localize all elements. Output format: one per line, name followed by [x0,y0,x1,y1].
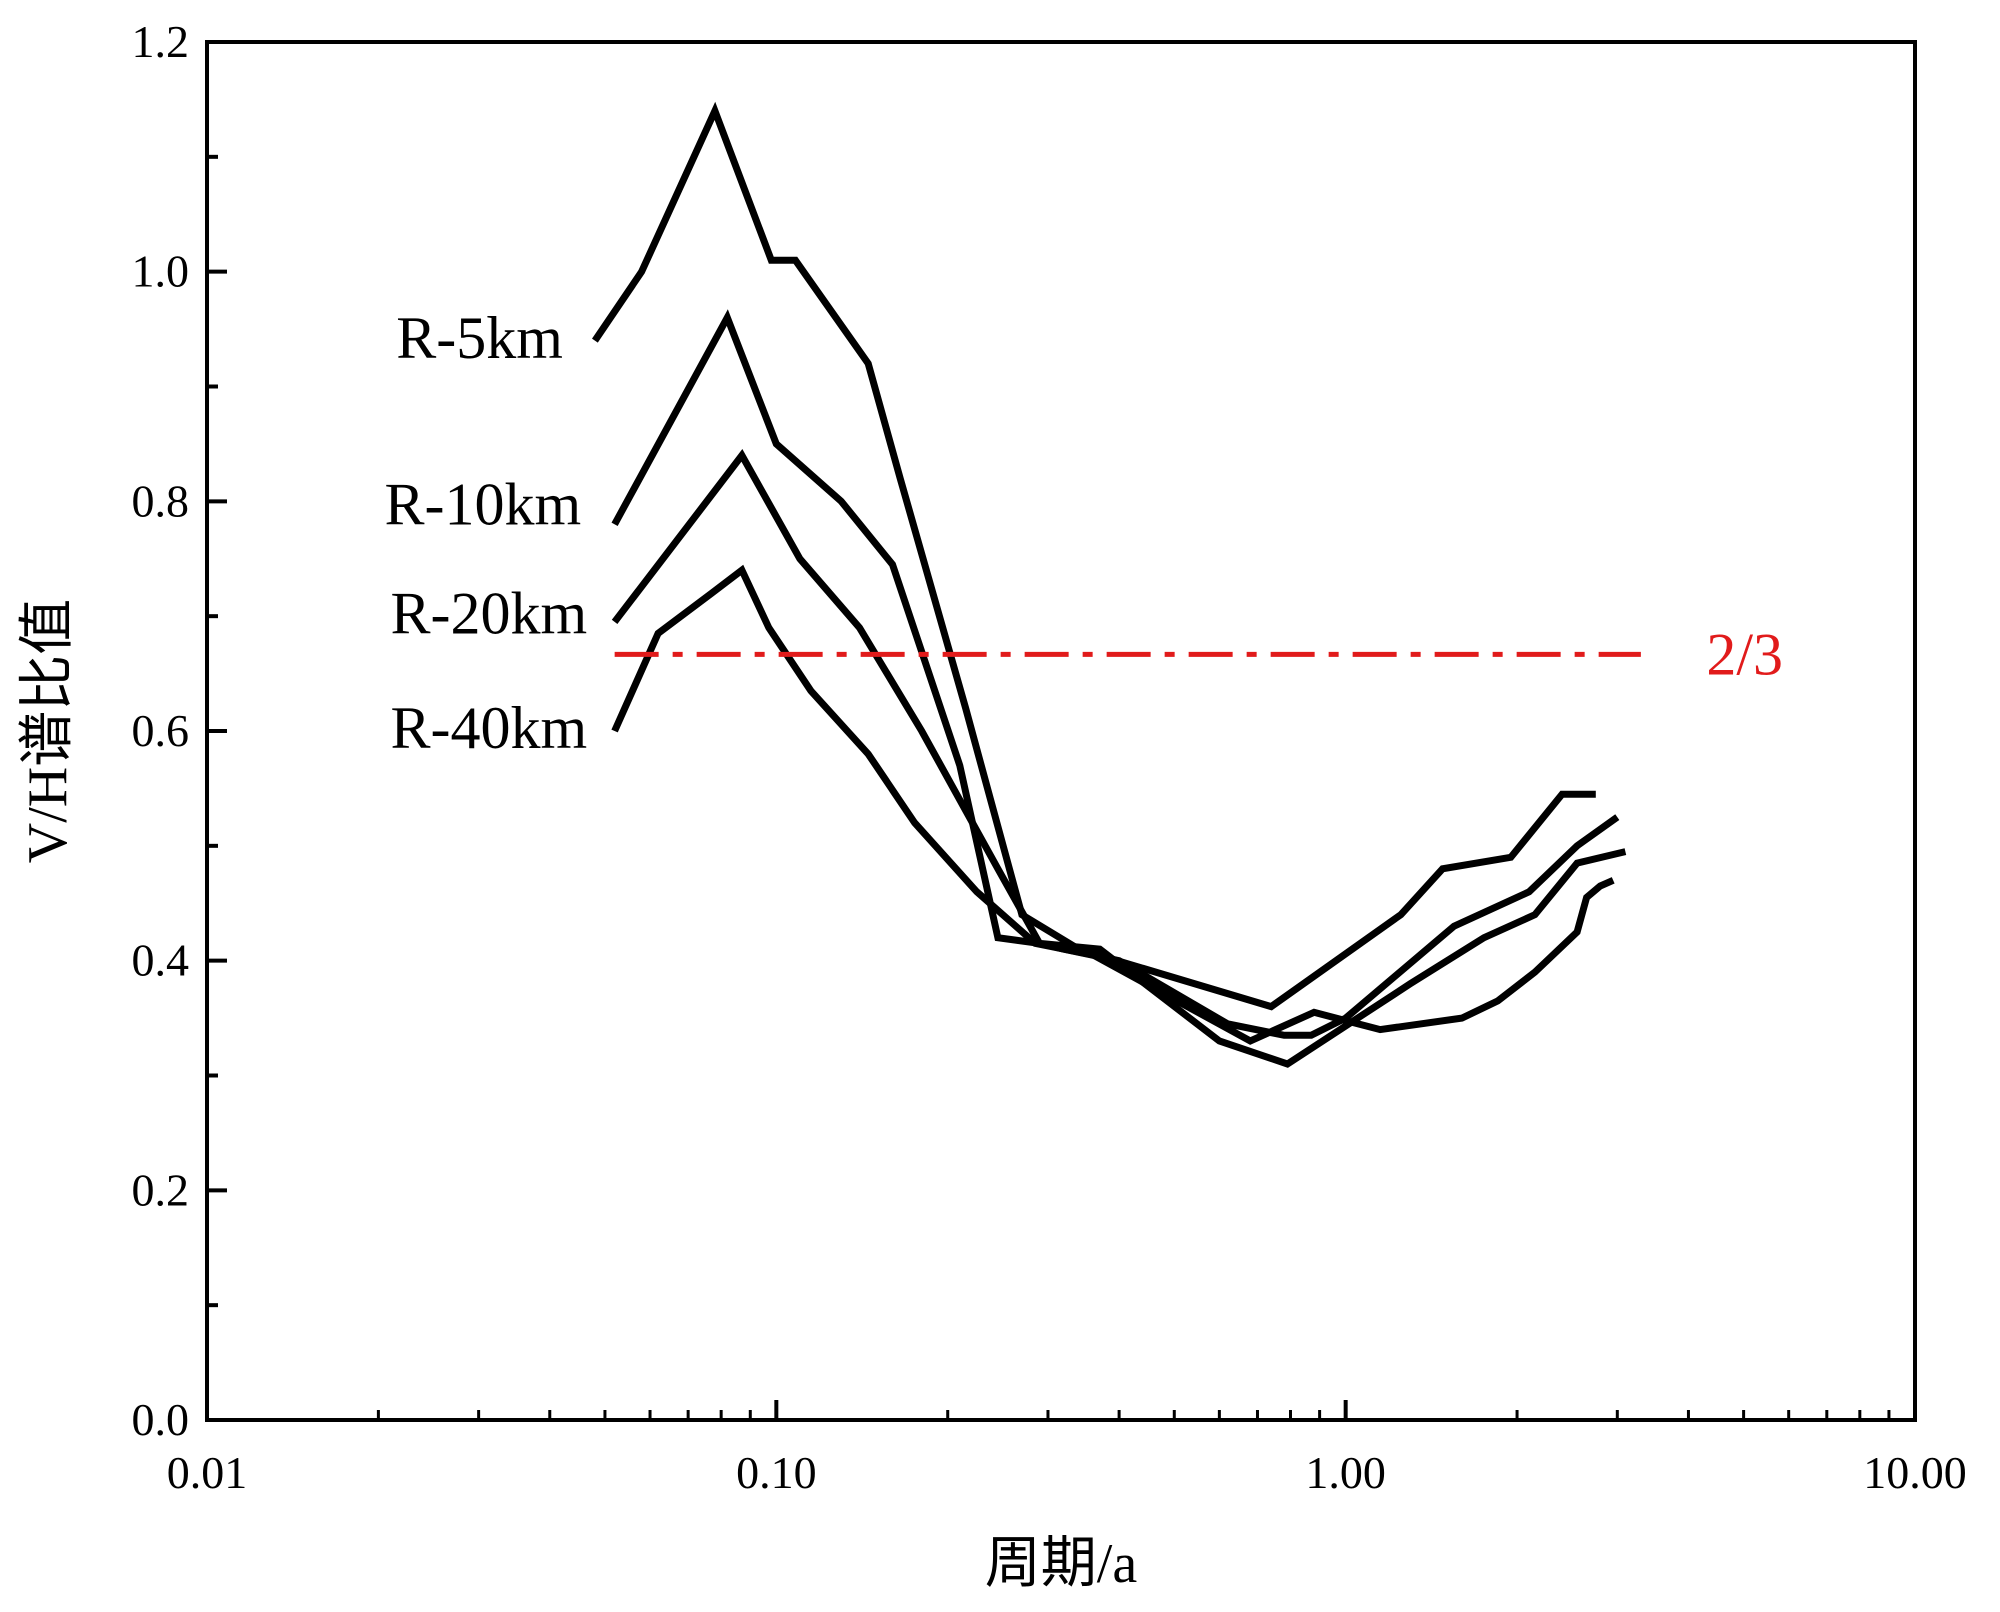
x-tick-label: 0.01 [167,1447,248,1498]
series-line-r-10km [611,309,1620,1039]
x-tick-label: 0.10 [736,1447,817,1498]
x-tick-labels: 0.01 0.10 1.00 10.00 [167,1447,1967,1498]
y-tick-label: 0.2 [132,1164,190,1215]
x-tick-label: 1.00 [1305,1447,1386,1498]
axis-ticks [205,40,1917,1422]
series-label-r-40km: R-40km [390,695,587,761]
series-line-r-5km [592,101,1596,1011]
x-tick-label: 10.00 [1863,1447,1967,1498]
series-lines [592,101,1627,1068]
y-tick-labels: 0.0 0.2 0.4 0.6 0.8 1.0 1.2 [132,16,190,1445]
series-label-r-5km: R-5km [396,305,563,371]
series-labels: R-5km R-10km R-20km R-40km [384,305,587,761]
reference-line-label: 2/3 [1706,621,1783,687]
y-axis-title: V/H谱比值 [17,599,79,863]
x-axis-title: 周期/a [985,1533,1138,1595]
series-label-r-20km: R-20km [390,580,587,646]
series-label-r-10km: R-10km [384,471,581,537]
y-tick-label: 1.2 [132,16,190,67]
y-tick-label: 0.4 [132,935,190,986]
y-tick-label: 0.0 [132,1394,190,1445]
y-tick-label: 0.8 [132,475,190,526]
series-line-r-20km [611,449,1627,1068]
y-tick-label: 1.0 [132,246,190,297]
y-tick-label: 0.6 [132,705,190,756]
series-line-r-40km [611,564,1615,1045]
